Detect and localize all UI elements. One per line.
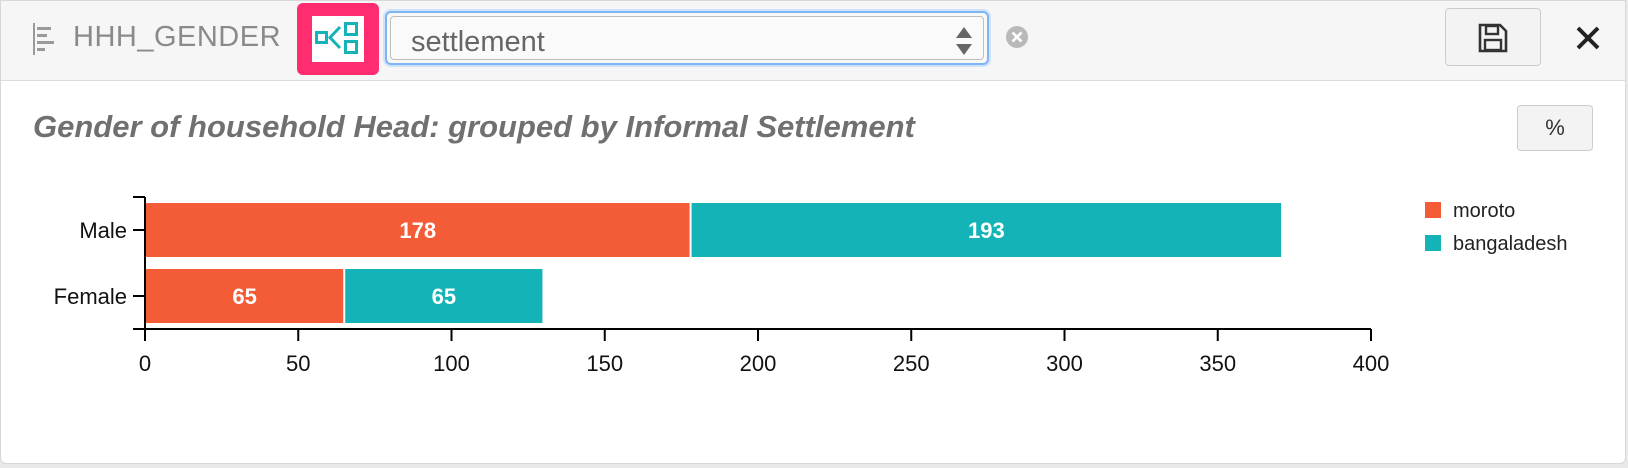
x-tick-label: 400 [1353,351,1390,376]
bar-chart-icon [33,23,54,55]
group-by-select-value: settlement [411,26,545,58]
bar-value-label: 193 [968,218,1005,243]
x-tick-label: 150 [586,351,623,376]
up-down-arrows-icon [956,27,972,55]
x-tick-label: 200 [740,351,777,376]
x-tick-label: 350 [1199,351,1236,376]
x-tick-label: 250 [893,351,930,376]
legend-swatch-moroto [1425,202,1441,218]
legend-label-moroto: moroto [1453,200,1515,222]
bar-moroto [146,203,690,257]
group-by-select[interactable]: settlement [385,11,989,65]
legend-label-bangaladesh: bangaladesh [1453,233,1568,255]
category-label: Male [79,218,127,243]
clear-icon[interactable] [1005,25,1029,49]
bar-value-label: 65 [432,284,456,309]
x-tick-label: 100 [433,351,470,376]
bar-bangaladesh [691,203,1282,257]
save-icon [1478,23,1508,53]
chart-title: Gender of household Head: grouped by Inf… [33,109,915,144]
close-icon[interactable] [1575,25,1601,51]
toolbar: HHH_GENDER settlement [1,1,1625,81]
legend-swatch-bangaladesh [1425,235,1441,251]
percent-toggle-button[interactable]: % [1517,105,1593,151]
bar-bangaladesh [345,269,543,323]
group-by-icon [315,22,358,54]
bar-moroto [146,269,344,323]
field-name: HHH_GENDER [73,21,282,53]
save-button[interactable] [1445,8,1541,66]
bar-value-label: 65 [232,284,256,309]
group-by-button[interactable] [297,3,379,75]
x-tick-label: 50 [286,351,310,376]
x-tick-label: 0 [139,351,151,376]
bar-chart: Male 178 193 Female 65 65 0 50 100 150 200 250 300 35… [54,196,1568,376]
category-label: Female [54,284,127,309]
x-tick-label: 300 [1046,351,1083,376]
bar-value-label: 178 [399,218,436,243]
